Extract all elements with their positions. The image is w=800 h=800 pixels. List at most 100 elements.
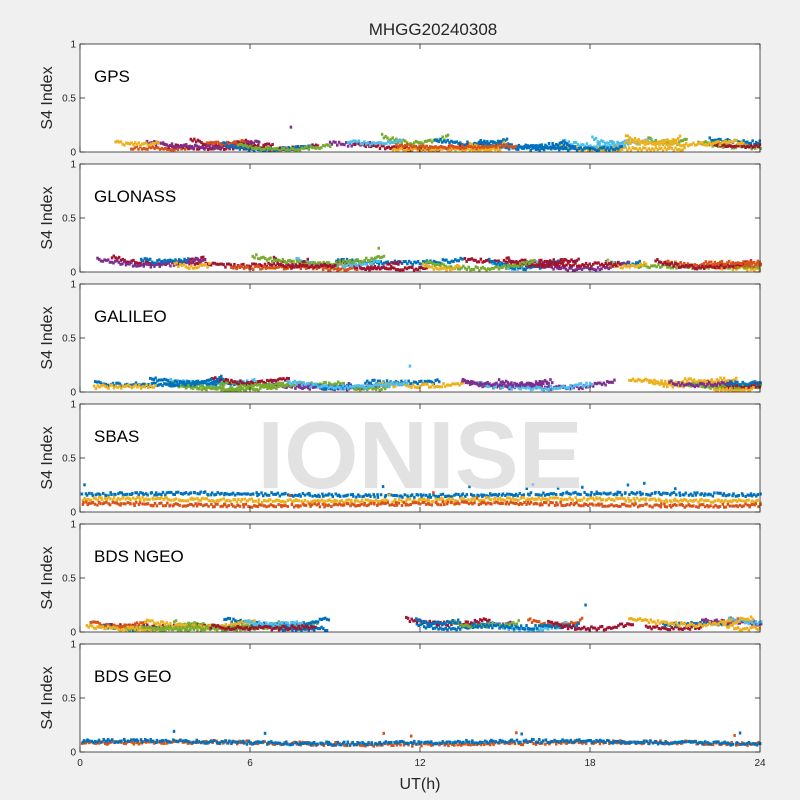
data-point	[432, 491, 435, 495]
data-point	[595, 492, 599, 496]
data-point	[380, 266, 384, 270]
data-point	[211, 505, 215, 509]
data-point	[417, 499, 421, 503]
data-point	[726, 138, 729, 142]
data-point	[340, 499, 343, 503]
data-point	[660, 379, 663, 383]
data-point	[692, 266, 695, 270]
data-point	[361, 142, 364, 146]
data-point	[427, 139, 430, 143]
data-point	[111, 498, 115, 502]
data-point	[204, 262, 207, 266]
data-point	[447, 149, 450, 153]
data-point	[284, 500, 287, 504]
data-point	[148, 384, 152, 388]
data-point	[188, 267, 191, 271]
data-point	[613, 261, 617, 265]
data-point	[309, 504, 312, 508]
data-point	[381, 262, 384, 266]
data-point	[373, 383, 377, 387]
data-point	[188, 502, 192, 506]
data-point	[177, 498, 181, 502]
data-point	[721, 387, 725, 391]
data-point	[510, 145, 514, 149]
data-point	[181, 144, 184, 148]
data-point	[615, 492, 619, 496]
data-point	[682, 383, 686, 387]
data-point	[156, 259, 159, 263]
data-point	[129, 498, 132, 502]
data-point	[381, 485, 385, 489]
data-point	[493, 259, 497, 263]
data-point	[251, 146, 254, 150]
data-point	[472, 149, 475, 153]
data-point	[284, 504, 287, 508]
y-tick-label: 0	[70, 388, 76, 399]
data-point	[385, 498, 388, 502]
data-point	[516, 494, 519, 498]
data-point	[471, 494, 474, 498]
data-point	[370, 256, 373, 260]
data-point	[337, 493, 341, 497]
data-point	[413, 260, 416, 264]
data-point	[179, 492, 183, 496]
data-point	[672, 149, 676, 153]
data-point	[318, 505, 322, 509]
data-point	[487, 267, 490, 271]
data-point	[464, 381, 468, 385]
data-point	[465, 259, 468, 263]
data-point	[373, 144, 376, 148]
data-point	[227, 142, 231, 146]
data-point	[518, 266, 522, 270]
data-point	[669, 383, 673, 387]
data-point	[270, 491, 273, 495]
data-point	[535, 502, 539, 506]
data-point	[328, 140, 332, 144]
data-point	[520, 381, 523, 385]
data-point	[242, 382, 246, 386]
data-point	[547, 260, 550, 264]
data-point	[208, 144, 211, 148]
data-point	[242, 145, 245, 149]
data-point	[181, 499, 184, 503]
data-point	[200, 388, 204, 392]
data-point	[591, 147, 595, 151]
data-point	[513, 498, 516, 502]
data-point	[522, 385, 526, 389]
data-point	[256, 494, 259, 498]
data-point	[432, 493, 435, 497]
data-point	[421, 146, 425, 150]
data-point	[271, 386, 275, 390]
data-point	[734, 498, 737, 502]
data-point	[384, 134, 387, 138]
data-point	[199, 263, 202, 267]
data-point	[713, 382, 716, 386]
data-point	[272, 258, 276, 262]
data-point	[551, 141, 554, 145]
data-point	[308, 262, 311, 266]
data-point	[618, 262, 622, 266]
data-point-peak	[289, 125, 293, 129]
data-point	[381, 381, 385, 385]
data-point	[724, 382, 727, 386]
data-point	[292, 494, 295, 498]
data-point	[380, 501, 384, 505]
data-point	[173, 148, 176, 152]
data-point	[112, 261, 115, 265]
data-point	[262, 383, 266, 387]
data-point	[114, 140, 117, 144]
data-point	[707, 383, 711, 387]
satellite-track	[114, 139, 160, 148]
data-point	[134, 383, 137, 387]
data-point	[401, 147, 405, 151]
data-point	[257, 140, 261, 144]
data-point	[555, 501, 558, 505]
data-point	[751, 261, 754, 265]
y-axis-label: S4 Index	[39, 306, 56, 369]
data-point	[752, 260, 756, 264]
data-point	[375, 259, 379, 263]
data-point	[236, 386, 239, 390]
data-point	[205, 382, 209, 386]
data-point	[139, 144, 142, 148]
data-point	[190, 502, 193, 506]
